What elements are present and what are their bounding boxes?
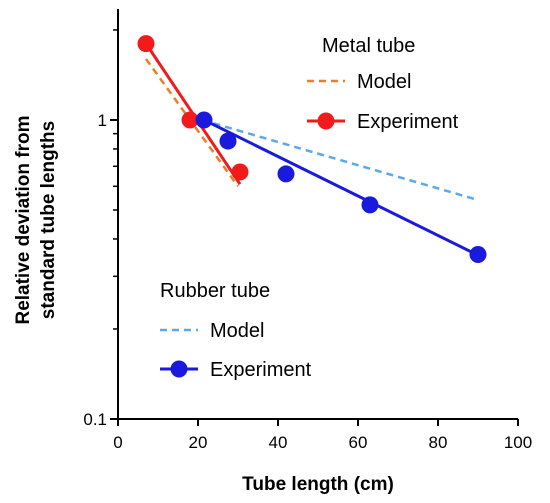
legend-entry: Model xyxy=(307,71,411,93)
legend-swatch-marker xyxy=(317,112,335,130)
metal-experiment-point xyxy=(181,111,199,129)
rubber-experiment-point xyxy=(219,132,237,150)
legend-title: Rubber tube xyxy=(160,280,270,302)
legend-label: Model xyxy=(210,320,264,342)
legend-label: Experiment xyxy=(357,111,459,133)
legend-label: Model xyxy=(357,71,411,93)
x-axis-title: Tube length (cm) xyxy=(242,474,394,495)
metal-experiment-point xyxy=(137,35,155,53)
metal-experiment-point xyxy=(231,163,249,181)
legend-swatch-marker xyxy=(170,360,188,378)
legend-entry: Experiment xyxy=(160,359,312,381)
rubber-experiment-fit-line xyxy=(203,118,479,257)
x-tick-label: 40 xyxy=(269,433,288,452)
x-tick-label: 100 xyxy=(504,433,532,452)
y-axis-title-line-1: Relative deviation from xyxy=(13,115,34,324)
legend-layer: Metal tube Model Experiment Rubber tube Mode… xyxy=(160,35,459,381)
label-layer: Tube length (cm) Relative deviation from s… xyxy=(13,115,394,495)
x-tick-label: 0 xyxy=(113,433,122,452)
legend-title: Metal tube xyxy=(322,35,415,57)
x-tick-label: 80 xyxy=(429,433,448,452)
y-tick-label: 0.1 xyxy=(83,410,107,429)
x-tick-label: 60 xyxy=(349,433,368,452)
rubber-experiment-point xyxy=(361,196,379,214)
rubber-experiment-point xyxy=(469,245,487,263)
legend-entry: Model xyxy=(160,320,264,342)
rubber-experiment-point xyxy=(195,111,213,129)
legend-entry: Experiment xyxy=(307,111,459,133)
axes: 0 20 40 60 80 100 0.1 1 xyxy=(83,9,532,452)
x-tick-label: 20 xyxy=(189,433,208,452)
legend-rubber-tube: Rubber tube Model Experiment xyxy=(160,280,312,381)
y-tick-label: 1 xyxy=(98,111,107,130)
series-layer xyxy=(137,35,487,263)
legend-label: Experiment xyxy=(210,359,312,381)
y-axis-title-line-2: standard tube lengths xyxy=(38,121,59,319)
rubber-experiment-point xyxy=(277,165,295,183)
legend-metal-tube: Metal tube Model Experiment xyxy=(307,35,459,133)
